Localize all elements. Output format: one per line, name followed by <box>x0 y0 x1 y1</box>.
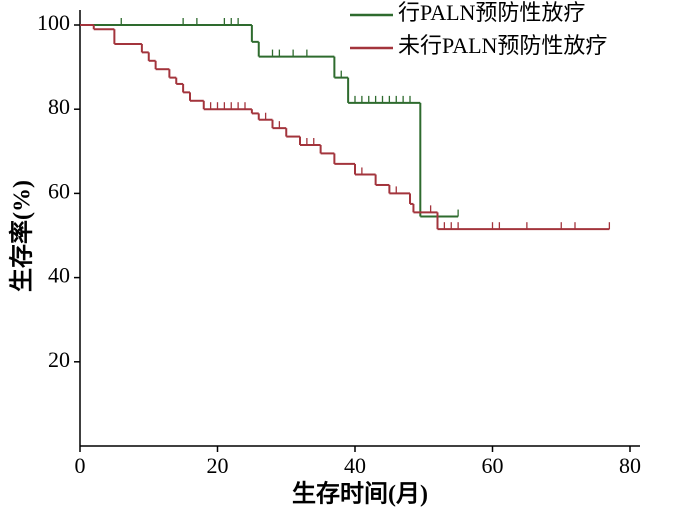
legend-label: 未行PALN预防性放疗 <box>398 33 607 58</box>
y-tick-label: 20 <box>48 347 70 372</box>
y-tick-label: 80 <box>48 94 70 119</box>
x-axis-label: 生存时间(月) <box>292 481 428 508</box>
x-tick-label: 40 <box>344 453 366 478</box>
x-tick-label: 20 <box>207 453 229 478</box>
x-tick-label: 80 <box>619 453 641 478</box>
y-tick-label: 60 <box>48 178 70 203</box>
y-tick-label: 40 <box>48 263 70 288</box>
x-tick-label: 60 <box>482 453 504 478</box>
y-tick-label: 100 <box>37 10 70 35</box>
y-axis-label: 生存率(%) <box>8 180 36 292</box>
legend-label: 行PALN预防性放疗 <box>398 0 585 25</box>
x-tick-label: 0 <box>75 453 86 478</box>
